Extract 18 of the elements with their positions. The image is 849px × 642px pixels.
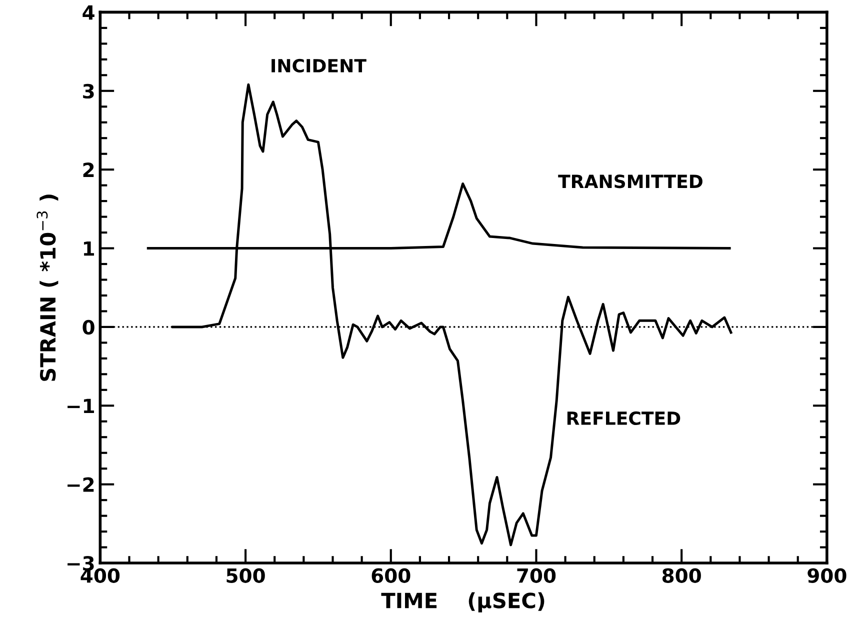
y-tick-label: 0 xyxy=(82,320,94,335)
x-tick-label: 700 xyxy=(517,568,556,583)
y-axis-title: STRAIN ( *10$^{−3}$ ) xyxy=(36,194,58,381)
x-axis-title: TIME (μSEC) xyxy=(381,592,544,612)
x-tick-label: 600 xyxy=(372,568,410,583)
y-tick-label: 2 xyxy=(83,162,94,177)
y-tick-label: 1 xyxy=(84,241,94,256)
x-tick-label: 900 xyxy=(808,568,846,583)
y-tick-label: −1 xyxy=(68,398,94,414)
x-tick-label: 400 xyxy=(80,568,120,583)
x-tick-label: 500 xyxy=(226,568,265,583)
x-tick-label: 800 xyxy=(662,568,701,583)
annotation: REFLECTED xyxy=(567,411,680,426)
y-tick-label: 4 xyxy=(82,5,94,20)
y-tick-label: 3 xyxy=(83,84,94,99)
y-tick-label: −2 xyxy=(68,477,94,492)
annotation: INCIDENT xyxy=(272,58,366,73)
annotation: TRANSMITTED xyxy=(558,174,702,188)
